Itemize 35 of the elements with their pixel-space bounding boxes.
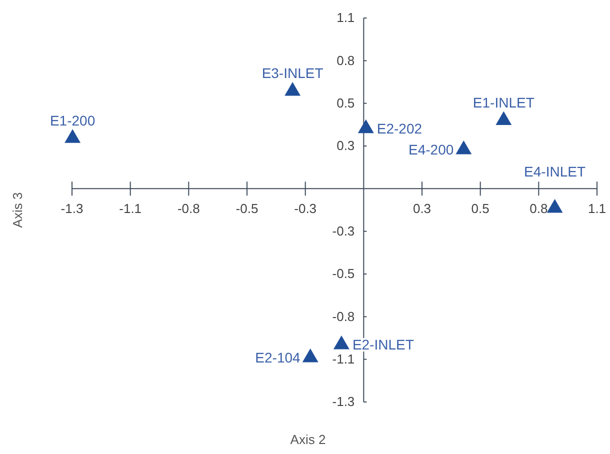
y-tick-label: 0.5 — [336, 95, 355, 110]
y-tick-label: 1.1 — [336, 10, 355, 26]
point — [302, 348, 318, 362]
y-tick-label: -0.3 — [332, 223, 355, 238]
x-tick-label: -1.3 — [60, 200, 84, 216]
point — [546, 198, 563, 213]
series-label: E3-INLET — [262, 65, 324, 82]
y-axis-title: Axis 3 — [10, 192, 25, 228]
series-label: E1-INLET — [472, 94, 535, 110]
point — [284, 82, 301, 96]
y-tick-label: -0.5 — [332, 266, 355, 282]
x-tick-label: -0.3 — [294, 200, 317, 216]
point — [496, 111, 512, 125]
y-tick-label: -1.1 — [332, 351, 355, 366]
x-tick-label: 1.1 — [588, 200, 606, 216]
series-label: E2-202 — [376, 120, 422, 137]
y-tick-label: -0.8 — [332, 308, 355, 324]
point — [64, 129, 81, 143]
x-tick-label: 0.8 — [530, 200, 548, 216]
series-label: E2-104 — [255, 350, 301, 366]
x-axis-title: Axis 2 — [290, 432, 326, 447]
x-tick-label: 0.5 — [471, 200, 490, 216]
point — [456, 140, 472, 154]
series-label: E1-200 — [50, 112, 96, 128]
point — [358, 119, 374, 134]
x-tick-label: -0.8 — [177, 200, 200, 216]
point — [333, 336, 350, 350]
y-tick-label: -1.3 — [332, 394, 355, 410]
series-label: E4-INLET — [524, 164, 586, 180]
series-label: E4-200 — [408, 142, 454, 158]
x-tick-label: 0.3 — [412, 200, 432, 216]
y-tick-label: 0.8 — [336, 52, 355, 68]
x-tick-label: -1.1 — [119, 200, 142, 216]
x-tick-label: -0.5 — [236, 200, 258, 216]
y-tick-label: 0.3 — [336, 138, 355, 154]
